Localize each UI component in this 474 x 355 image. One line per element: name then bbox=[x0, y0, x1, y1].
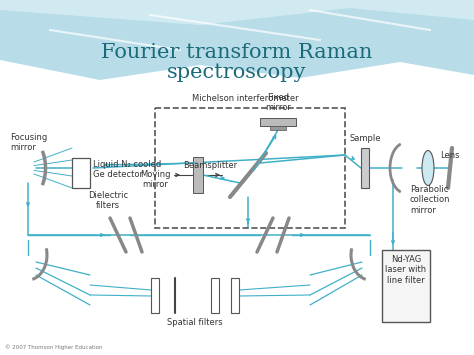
Text: Moving
mirror: Moving mirror bbox=[140, 170, 170, 190]
Text: Liquid N₂ cooled
Ge detector: Liquid N₂ cooled Ge detector bbox=[93, 160, 161, 179]
Bar bbox=[72, 158, 90, 188]
Bar bbox=[211, 278, 219, 313]
Bar bbox=[0, 85, 474, 355]
Bar bbox=[231, 278, 239, 313]
Text: Michelson interferometer: Michelson interferometer bbox=[191, 94, 298, 103]
Text: spectroscopy: spectroscopy bbox=[167, 64, 307, 82]
Polygon shape bbox=[0, 60, 474, 90]
Polygon shape bbox=[0, 0, 474, 25]
Polygon shape bbox=[0, 0, 474, 85]
Bar bbox=[260, 118, 296, 126]
Text: Fixed
mirror: Fixed mirror bbox=[265, 93, 291, 112]
Text: Sample: Sample bbox=[349, 134, 381, 143]
Bar bbox=[155, 108, 345, 228]
Text: Dielectric
filters: Dielectric filters bbox=[88, 191, 128, 210]
Bar bbox=[193, 157, 203, 193]
Text: Spatial filters: Spatial filters bbox=[167, 318, 223, 327]
Text: © 2007 Thomson Higher Education: © 2007 Thomson Higher Education bbox=[5, 344, 102, 350]
Text: Lens: Lens bbox=[440, 151, 459, 159]
Text: Focusing
mirror: Focusing mirror bbox=[10, 133, 47, 152]
Text: Fourier transform Raman: Fourier transform Raman bbox=[101, 43, 373, 61]
Bar bbox=[361, 148, 369, 188]
Text: Nd-YAG
laser with
line filter: Nd-YAG laser with line filter bbox=[385, 255, 427, 285]
Ellipse shape bbox=[422, 151, 434, 186]
Bar bbox=[151, 278, 159, 313]
Text: Parabolic
collection
mirror: Parabolic collection mirror bbox=[410, 185, 450, 215]
Bar bbox=[270, 126, 286, 130]
Bar bbox=[382, 250, 430, 322]
Text: Beamsplitter: Beamsplitter bbox=[183, 160, 237, 169]
